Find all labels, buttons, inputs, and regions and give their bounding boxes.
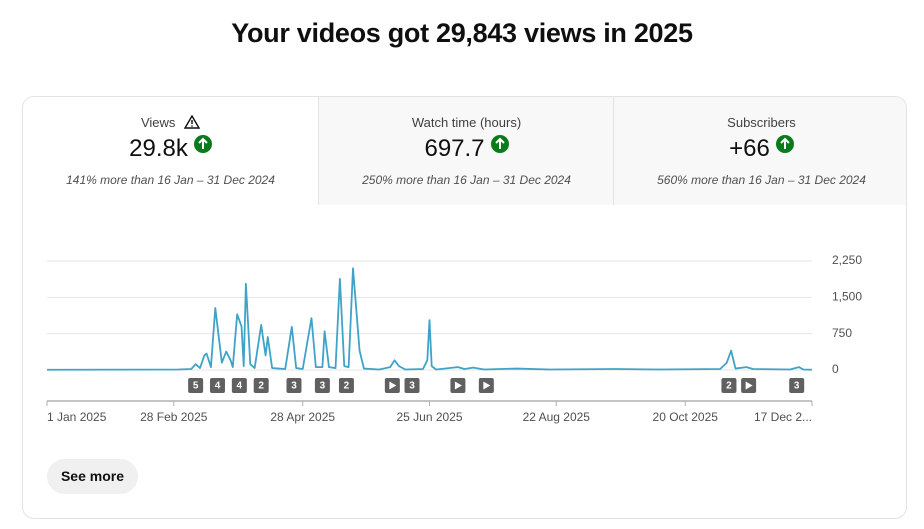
x-tick-label: 17 Dec 2... [754,410,812,424]
marker-label: 3 [320,381,326,392]
x-tick-label: 20 Oct 2025 [653,410,719,424]
upload-marker[interactable] [253,378,269,393]
y-tick-label: 750 [832,326,852,340]
marker-label: 4 [215,381,221,392]
upload-marker[interactable] [789,378,805,393]
see-more-button[interactable]: See more [47,459,138,494]
tab[interactable]: Views 29.8k 141% more than 16 Jan – 31 D… [23,97,318,205]
tab-value-row: 29.8k [23,135,318,163]
marker-label: 5 [193,381,199,392]
marker-label: 3 [291,381,297,392]
play-icon [454,381,462,390]
upload-marker[interactable] [188,378,204,393]
up-icon [193,135,212,153]
tab-label: Views [140,115,176,130]
tab-label-row: Views [23,114,318,130]
tab-label: Subscribers [727,115,796,130]
upload-marker[interactable] [286,378,302,393]
tab[interactable]: Watch time (hours) 697.7 250% more than … [318,97,614,205]
tab-note: 250% more than 16 Jan – 31 Dec 2024 [362,173,571,187]
tab-value: 697.7 [424,135,485,162]
y-tick-label: 0 [832,362,839,376]
tab-note: 141% more than 16 Jan – 31 Dec 2024 [66,173,275,187]
up-icon [490,135,509,153]
upload-marker[interactable] [721,378,737,393]
tab[interactable]: Subscribers +66 560% more than 16 Jan – … [613,97,906,205]
x-tick-label: 22 Aug 2025 [523,410,591,424]
marker-label: 2 [344,381,350,392]
x-tick-label: 28 Feb 2025 [140,410,208,424]
marker-label: 3 [794,381,800,392]
x-tick-label: 1 Jan 2025 [47,410,107,424]
upload-marker[interactable] [338,378,354,393]
tab-note: 560% more than 16 Jan – 31 Dec 2024 [657,173,866,187]
y-tick-label: 1,500 [832,290,862,304]
play-icon [745,381,753,390]
marker-label: 4 [237,381,243,392]
marker-label: 3 [409,381,415,392]
play-icon [483,381,491,390]
y-tick-label: 2,250 [832,253,862,267]
tab-value-row: +66 [614,135,906,163]
x-tick-label: 28 Apr 2025 [270,410,335,424]
upload-marker[interactable] [209,378,225,393]
upload-marker[interactable] [231,378,247,393]
warning-icon [183,114,201,129]
play-icon [389,381,397,390]
tab-value-row: 697.7 [319,135,614,163]
marker-label: 2 [258,381,264,392]
views-line [46,267,813,371]
upload-marker[interactable] [404,378,420,393]
x-tick-label: 25 Jun 2025 [396,410,462,424]
analytics-card: Views 29.8k 141% more than 16 Jan – 31 D… [22,96,907,519]
up-icon [775,135,794,153]
tab-value: +66 [729,135,770,162]
marker-label: 2 [726,381,732,392]
tab-label: Watch time (hours) [411,115,522,130]
upload-marker[interactable] [314,378,330,393]
page-title: Your videos got 29,843 views in 2025 [231,18,693,48]
tab-value: 29.8k [129,135,188,162]
